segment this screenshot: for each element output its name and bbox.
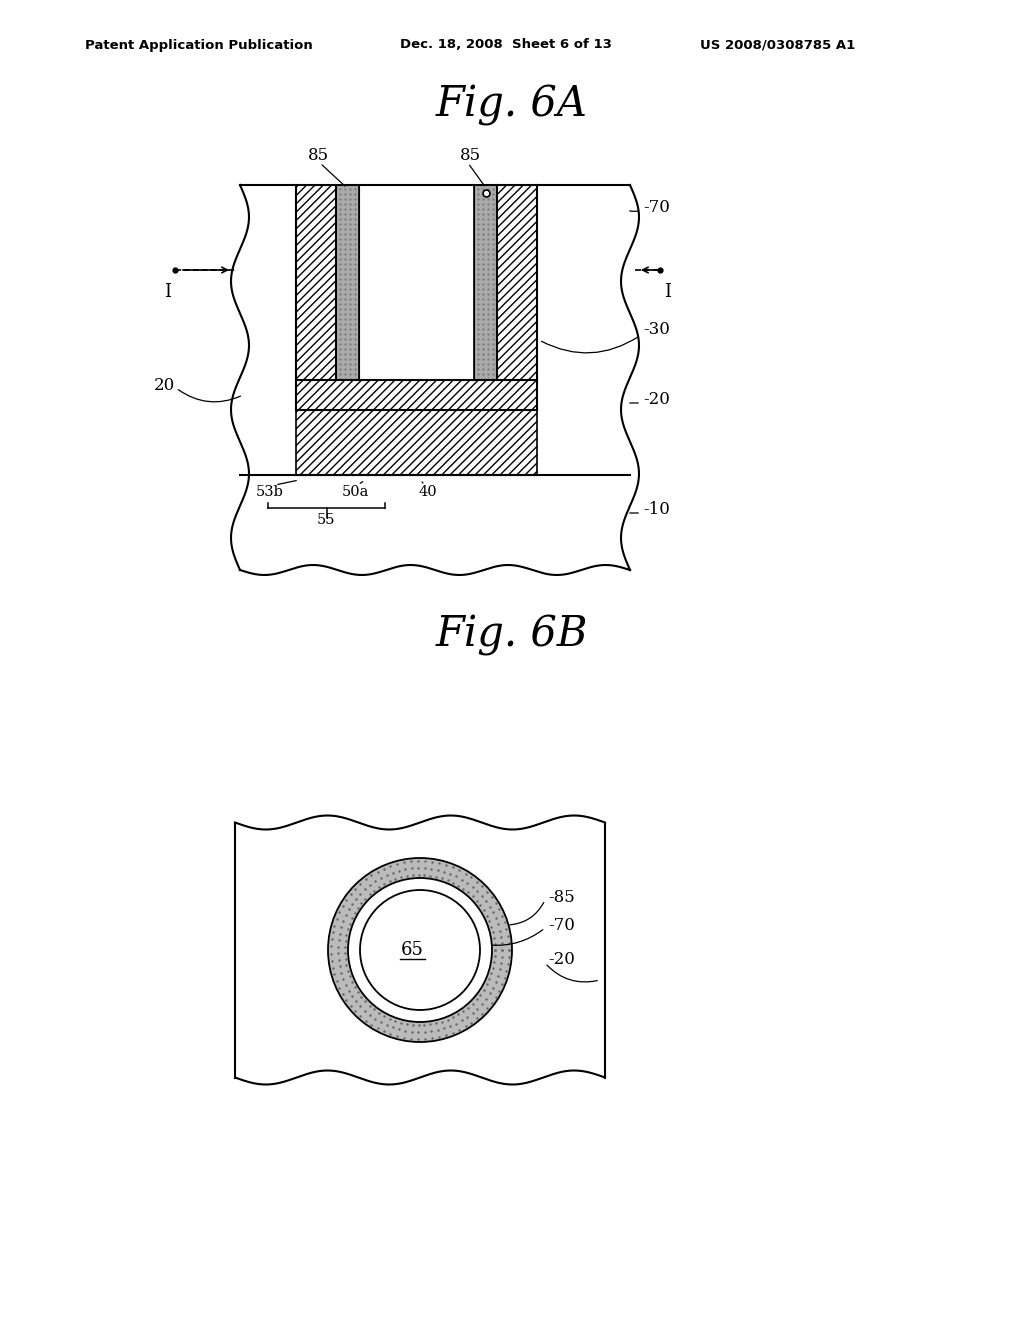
Text: -70: -70 — [548, 916, 574, 933]
Text: Dec. 18, 2008  Sheet 6 of 13: Dec. 18, 2008 Sheet 6 of 13 — [400, 38, 612, 51]
Text: 53b: 53b — [256, 484, 284, 499]
Text: 40: 40 — [419, 484, 437, 499]
Polygon shape — [336, 185, 359, 380]
Text: -10: -10 — [643, 502, 670, 519]
Text: I: I — [165, 282, 171, 301]
Polygon shape — [296, 411, 537, 475]
Text: I: I — [665, 282, 672, 301]
Polygon shape — [474, 185, 497, 380]
Polygon shape — [296, 380, 537, 411]
Ellipse shape — [360, 890, 480, 1010]
Text: 85: 85 — [460, 147, 480, 164]
Text: US 2008/0308785 A1: US 2008/0308785 A1 — [700, 38, 855, 51]
Polygon shape — [359, 185, 474, 380]
Polygon shape — [296, 185, 336, 380]
Text: 85: 85 — [307, 147, 329, 164]
Text: -85: -85 — [548, 888, 574, 906]
Text: 50a: 50a — [341, 484, 369, 499]
Text: 20: 20 — [154, 376, 175, 393]
Text: Patent Application Publication: Patent Application Publication — [85, 38, 312, 51]
Text: 55: 55 — [316, 513, 335, 527]
Text: Fig. 6A: Fig. 6A — [436, 84, 588, 125]
Text: Fig. 6B: Fig. 6B — [436, 614, 588, 656]
Ellipse shape — [328, 858, 512, 1041]
Text: -20: -20 — [643, 392, 670, 408]
Polygon shape — [497, 185, 537, 380]
Text: -30: -30 — [643, 322, 670, 338]
Text: 65: 65 — [400, 941, 424, 960]
Text: -20: -20 — [548, 952, 574, 969]
Ellipse shape — [348, 878, 492, 1022]
Text: -70: -70 — [643, 198, 670, 215]
